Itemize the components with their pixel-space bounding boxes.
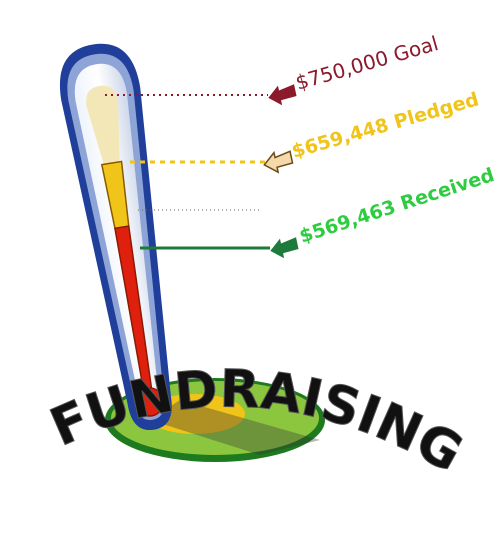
pledged-arrow	[262, 149, 294, 174]
received-arrow	[268, 235, 300, 260]
pledged-label: $659,448 Pledged	[289, 88, 481, 162]
goal-arrow	[266, 82, 298, 107]
received-label: $569,463 Received	[297, 164, 497, 248]
goal-label: $750,000 Goal	[293, 31, 441, 95]
fundraising-graphic: $750,000 Goal $659,448 Pledged $569,463 …	[0, 0, 504, 548]
thermometer	[53, 38, 193, 436]
